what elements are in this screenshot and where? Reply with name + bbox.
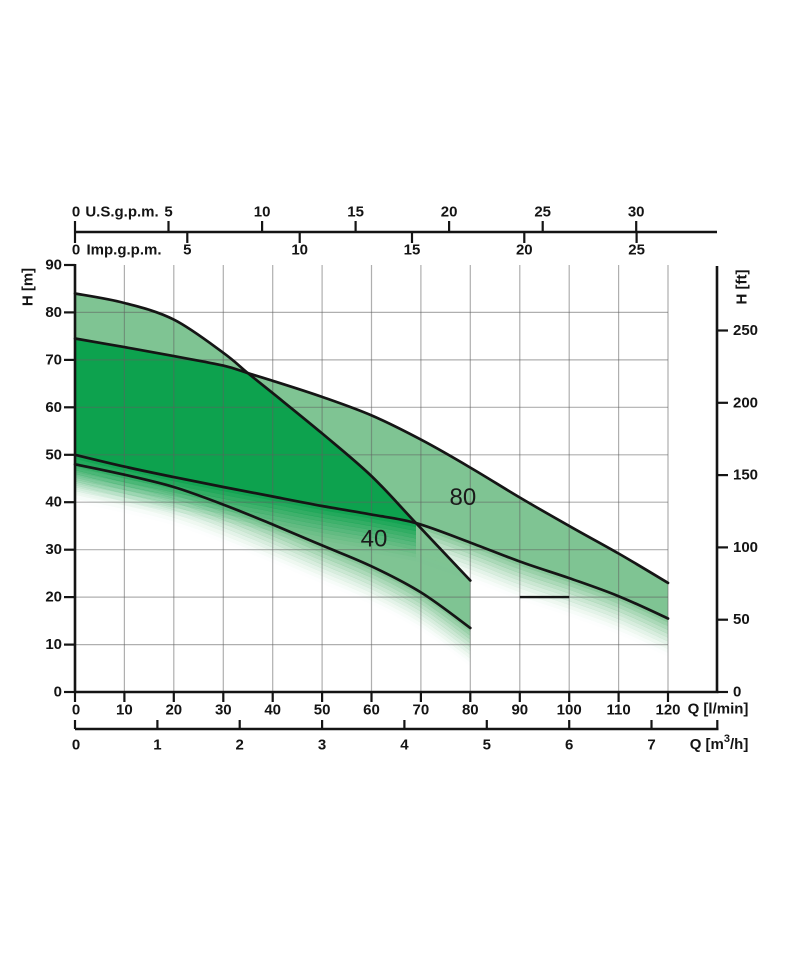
band-overlap-area: [75, 338, 416, 524]
h-m-tick-label-50: 50: [45, 446, 62, 463]
h-m-tick-label-90: 90: [45, 257, 62, 274]
us-gpm-tick-label-25: 25: [534, 204, 551, 221]
us-gpm-tick-label-30: 30: [628, 204, 645, 221]
band-80-fade-8: [416, 553, 668, 653]
q-m3h-tick-label-6: 6: [565, 737, 573, 754]
q-m3h-tick-label-7: 7: [647, 737, 655, 754]
performance-curves: [73, 292, 670, 630]
h-ft-tick-label-150: 150: [733, 467, 758, 484]
band-overlap-fade-2: [75, 462, 416, 535]
band-80-fade-1: [416, 526, 668, 627]
q-lpm-tick-label-0: 0: [72, 702, 80, 719]
q-lpm-tick-label-110: 110: [606, 702, 630, 719]
imp-gpm-tick-label-20: 20: [516, 242, 533, 259]
curve-40-upper: [73, 292, 472, 582]
q-m3h-tick-label-2: 2: [236, 737, 244, 754]
h-m-tick-label-30: 30: [45, 541, 62, 558]
band-80-fade-4: [416, 538, 668, 638]
h-ft-tick-label-0: 0: [733, 684, 741, 701]
h-ft-tick-label-250: 250: [733, 322, 758, 339]
band-overlap-fade-4: [75, 470, 416, 543]
axis-top-gpm: 0 5 10 15 20 25 30 U.S.g.p.m. 0 5 10 15 20 25 Imp.g.p.…: [72, 204, 717, 259]
q-lpm-tick-label-70: 70: [413, 702, 430, 719]
q-lpm-tick-label-30: 30: [215, 702, 232, 719]
h-m-tick-label-0: 0: [54, 684, 62, 701]
h-m-tick-label-10: 10: [45, 636, 62, 653]
band-80-fade-6: [416, 545, 668, 646]
q-lpm-tick-label-100: 100: [557, 702, 582, 719]
curve-80-lower: [73, 453, 670, 620]
q-lpm-tick-label-120: 120: [655, 702, 680, 719]
band-label-40: 40: [361, 526, 388, 553]
band-overlap-fade-5: [75, 473, 416, 547]
q-lpm-tick-label-20: 20: [165, 702, 182, 719]
band-labels: 40 80: [361, 484, 477, 553]
h-m-tick-label-20: 20: [45, 589, 62, 606]
axis-bottom-lpm: 0 10 20 30 40 50 60 70 80 90 100 110 120 Q [l/min]: [72, 690, 749, 719]
band-label-80: 80: [450, 484, 477, 511]
q-lpm-tick-label-50: 50: [314, 702, 331, 719]
curve-40-lower: [73, 462, 472, 630]
q-lpm-axis-label: Q [l/min]: [688, 701, 749, 718]
grid-lines: [75, 265, 669, 692]
h-m-tick-label-80: 80: [45, 304, 62, 321]
band-overlap-fade-1: [75, 458, 416, 531]
h-ft-axis-label: H [ft]: [734, 270, 751, 305]
us-gpm-tick-label-0: 0: [72, 204, 80, 221]
band-overlap-fade-7: [75, 481, 416, 554]
band-80-fade-0: [416, 523, 668, 623]
q-m3h-tick-label-3: 3: [318, 737, 326, 754]
h-m-tick-label-40: 40: [45, 494, 62, 511]
imp-gpm-axis-label: Imp.g.p.m.: [87, 242, 162, 259]
axis-bottom-m3h: 0 1 2 3 4 5 6 7 Q [m3/h]: [72, 720, 748, 754]
imp-gpm-tick-label-25: 25: [628, 242, 645, 259]
q-lpm-tick-label-40: 40: [264, 702, 281, 719]
imp-gpm-tick-label-10: 10: [291, 242, 308, 259]
axis-left-meters: 0 10 20 30 40 50 60 70 80 90 H [m]: [20, 257, 77, 701]
band-overlap-fade-6: [75, 477, 416, 550]
band-80-fade-3: [416, 534, 668, 634]
band-80-fade-5: [416, 542, 668, 642]
us-gpm-tick-label-20: 20: [441, 204, 458, 221]
us-gpm-tick-label-10: 10: [254, 204, 271, 221]
q-m3h-tick-label-5: 5: [483, 737, 491, 754]
band-overlap-fade-8: [75, 485, 416, 558]
h-ft-tick-label-100: 100: [733, 539, 758, 556]
us-gpm-tick-label-15: 15: [347, 204, 364, 221]
imp-gpm-tick-label-15: 15: [404, 242, 421, 259]
band-80-fade-7: [416, 549, 668, 650]
h-m-axis-label: H [m]: [20, 268, 37, 306]
imp-gpm-tick-label-0: 0: [72, 242, 80, 259]
q-m3h-tick-label-1: 1: [153, 737, 161, 754]
h-ft-tick-label-200: 200: [733, 394, 758, 411]
us-gpm-tick-label-5: 5: [164, 204, 172, 221]
axis-right-feet: 0 50 100 150 200 250 H [ft]: [715, 266, 758, 701]
us-gpm-axis-label: U.S.g.p.m.: [85, 204, 158, 221]
curve-80-upper: [73, 337, 670, 585]
q-lpm-tick-label-90: 90: [511, 702, 528, 719]
band-overlap-fade-3: [75, 466, 416, 539]
q-m3h-tick-label-0: 0: [72, 737, 80, 754]
imp-gpm-tick-label-5: 5: [183, 242, 191, 259]
q-lpm-tick-label-80: 80: [462, 702, 479, 719]
h-ft-tick-label-50: 50: [733, 611, 750, 628]
q-lpm-tick-label-10: 10: [116, 702, 133, 719]
q-m3h-axis-label: Q [m3/h]: [690, 733, 749, 753]
band-80-fade-2: [416, 530, 668, 631]
band-overlap-fade-0: [75, 454, 416, 528]
h-m-tick-label-60: 60: [45, 399, 62, 416]
q-m3h-tick-label-4: 4: [400, 737, 409, 754]
q-lpm-tick-label-60: 60: [363, 702, 380, 719]
h-m-tick-label-70: 70: [45, 351, 62, 368]
